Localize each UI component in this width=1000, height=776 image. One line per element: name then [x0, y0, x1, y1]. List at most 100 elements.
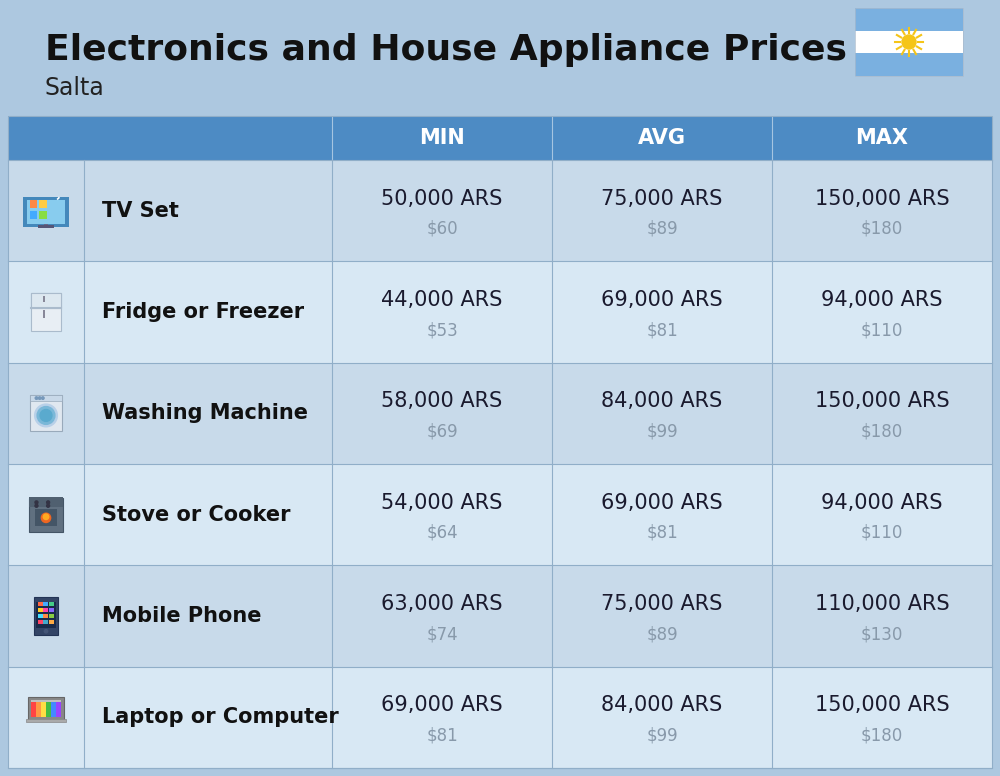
Text: $89: $89: [646, 220, 678, 238]
Bar: [8, 160, 992, 262]
Bar: [36, 702, 41, 717]
Bar: [23, 196, 69, 227]
Bar: [8, 116, 992, 768]
Text: 75,000 ARS: 75,000 ARS: [601, 189, 723, 209]
Bar: [38, 225, 54, 227]
Text: $69: $69: [426, 423, 458, 441]
Bar: [30, 395, 62, 431]
Circle shape: [35, 504, 38, 508]
Bar: [36, 602, 56, 628]
Bar: [43, 608, 48, 612]
Text: $53: $53: [426, 321, 458, 339]
Circle shape: [38, 397, 41, 400]
Bar: [38, 619, 43, 624]
Circle shape: [902, 35, 916, 49]
Bar: [41, 702, 46, 717]
Text: $110: $110: [861, 524, 903, 542]
Bar: [855, 8, 963, 76]
Bar: [8, 667, 992, 768]
Text: $81: $81: [646, 321, 678, 339]
Text: Fridge or Freezer: Fridge or Freezer: [102, 302, 304, 322]
Text: 75,000 ARS: 75,000 ARS: [601, 594, 723, 614]
Text: $180: $180: [861, 220, 903, 238]
Text: Washing Machine: Washing Machine: [102, 404, 308, 424]
Bar: [855, 54, 963, 76]
Circle shape: [35, 397, 38, 400]
Bar: [35, 509, 57, 526]
Bar: [31, 293, 61, 308]
Text: 84,000 ARS: 84,000 ARS: [601, 695, 723, 715]
Circle shape: [42, 397, 44, 400]
Bar: [855, 31, 963, 54]
Text: 150,000 ARS: 150,000 ARS: [815, 391, 949, 411]
Circle shape: [37, 407, 55, 424]
Bar: [8, 116, 992, 160]
Text: $130: $130: [861, 625, 903, 643]
Text: 150,000 ARS: 150,000 ARS: [815, 695, 949, 715]
Text: 69,000 ARS: 69,000 ARS: [601, 290, 723, 310]
Text: $110: $110: [861, 321, 903, 339]
Text: $89: $89: [646, 625, 678, 643]
Bar: [43, 614, 48, 618]
Bar: [43, 296, 45, 303]
Text: 58,000 ARS: 58,000 ARS: [381, 391, 503, 411]
Bar: [49, 614, 54, 618]
Circle shape: [41, 513, 51, 522]
Text: Salta: Salta: [45, 76, 105, 100]
Text: $74: $74: [426, 625, 458, 643]
Text: Electronics and House Appliance Prices: Electronics and House Appliance Prices: [45, 33, 847, 67]
Bar: [30, 210, 37, 219]
Bar: [43, 602, 48, 607]
Bar: [31, 702, 36, 717]
Text: 63,000 ARS: 63,000 ARS: [381, 594, 503, 614]
Bar: [8, 262, 992, 362]
Text: 44,000 ARS: 44,000 ARS: [381, 290, 503, 310]
Text: MAX: MAX: [856, 128, 908, 148]
Bar: [8, 362, 992, 464]
Text: 94,000 ARS: 94,000 ARS: [821, 493, 943, 512]
Text: $64: $64: [426, 524, 458, 542]
Bar: [56, 702, 61, 717]
Bar: [34, 597, 58, 635]
Bar: [39, 210, 47, 219]
Bar: [30, 200, 37, 208]
Bar: [28, 698, 64, 719]
Circle shape: [47, 501, 50, 504]
Bar: [44, 221, 48, 227]
Bar: [49, 619, 54, 624]
Text: $60: $60: [426, 220, 458, 238]
Circle shape: [43, 514, 49, 520]
Text: 69,000 ARS: 69,000 ARS: [381, 695, 503, 715]
Bar: [29, 497, 63, 532]
Text: Laptop or Computer: Laptop or Computer: [102, 708, 339, 727]
Text: 69,000 ARS: 69,000 ARS: [601, 493, 723, 512]
Text: AVG: AVG: [638, 128, 686, 148]
Text: Stove or Cooker: Stove or Cooker: [102, 504, 290, 525]
Circle shape: [44, 629, 48, 633]
Bar: [49, 602, 54, 607]
Bar: [38, 608, 43, 612]
Bar: [26, 719, 66, 722]
Text: $99: $99: [646, 726, 678, 745]
Text: $180: $180: [861, 726, 903, 745]
Bar: [30, 395, 62, 400]
Text: $81: $81: [426, 726, 458, 745]
Text: 50,000 ARS: 50,000 ARS: [381, 189, 503, 209]
Text: 94,000 ARS: 94,000 ARS: [821, 290, 943, 310]
Text: TV Set: TV Set: [102, 201, 179, 220]
Text: MIN: MIN: [419, 128, 465, 148]
Bar: [855, 8, 963, 31]
Text: 150,000 ARS: 150,000 ARS: [815, 189, 949, 209]
Text: $99: $99: [646, 423, 678, 441]
Bar: [8, 566, 992, 667]
Bar: [43, 619, 48, 624]
Bar: [38, 602, 43, 607]
Text: 54,000 ARS: 54,000 ARS: [381, 493, 503, 512]
Bar: [39, 200, 47, 208]
Circle shape: [47, 504, 50, 508]
Bar: [8, 464, 992, 566]
Circle shape: [40, 410, 52, 421]
Text: Mobile Phone: Mobile Phone: [102, 606, 262, 626]
Text: $81: $81: [646, 524, 678, 542]
Bar: [46, 702, 51, 717]
